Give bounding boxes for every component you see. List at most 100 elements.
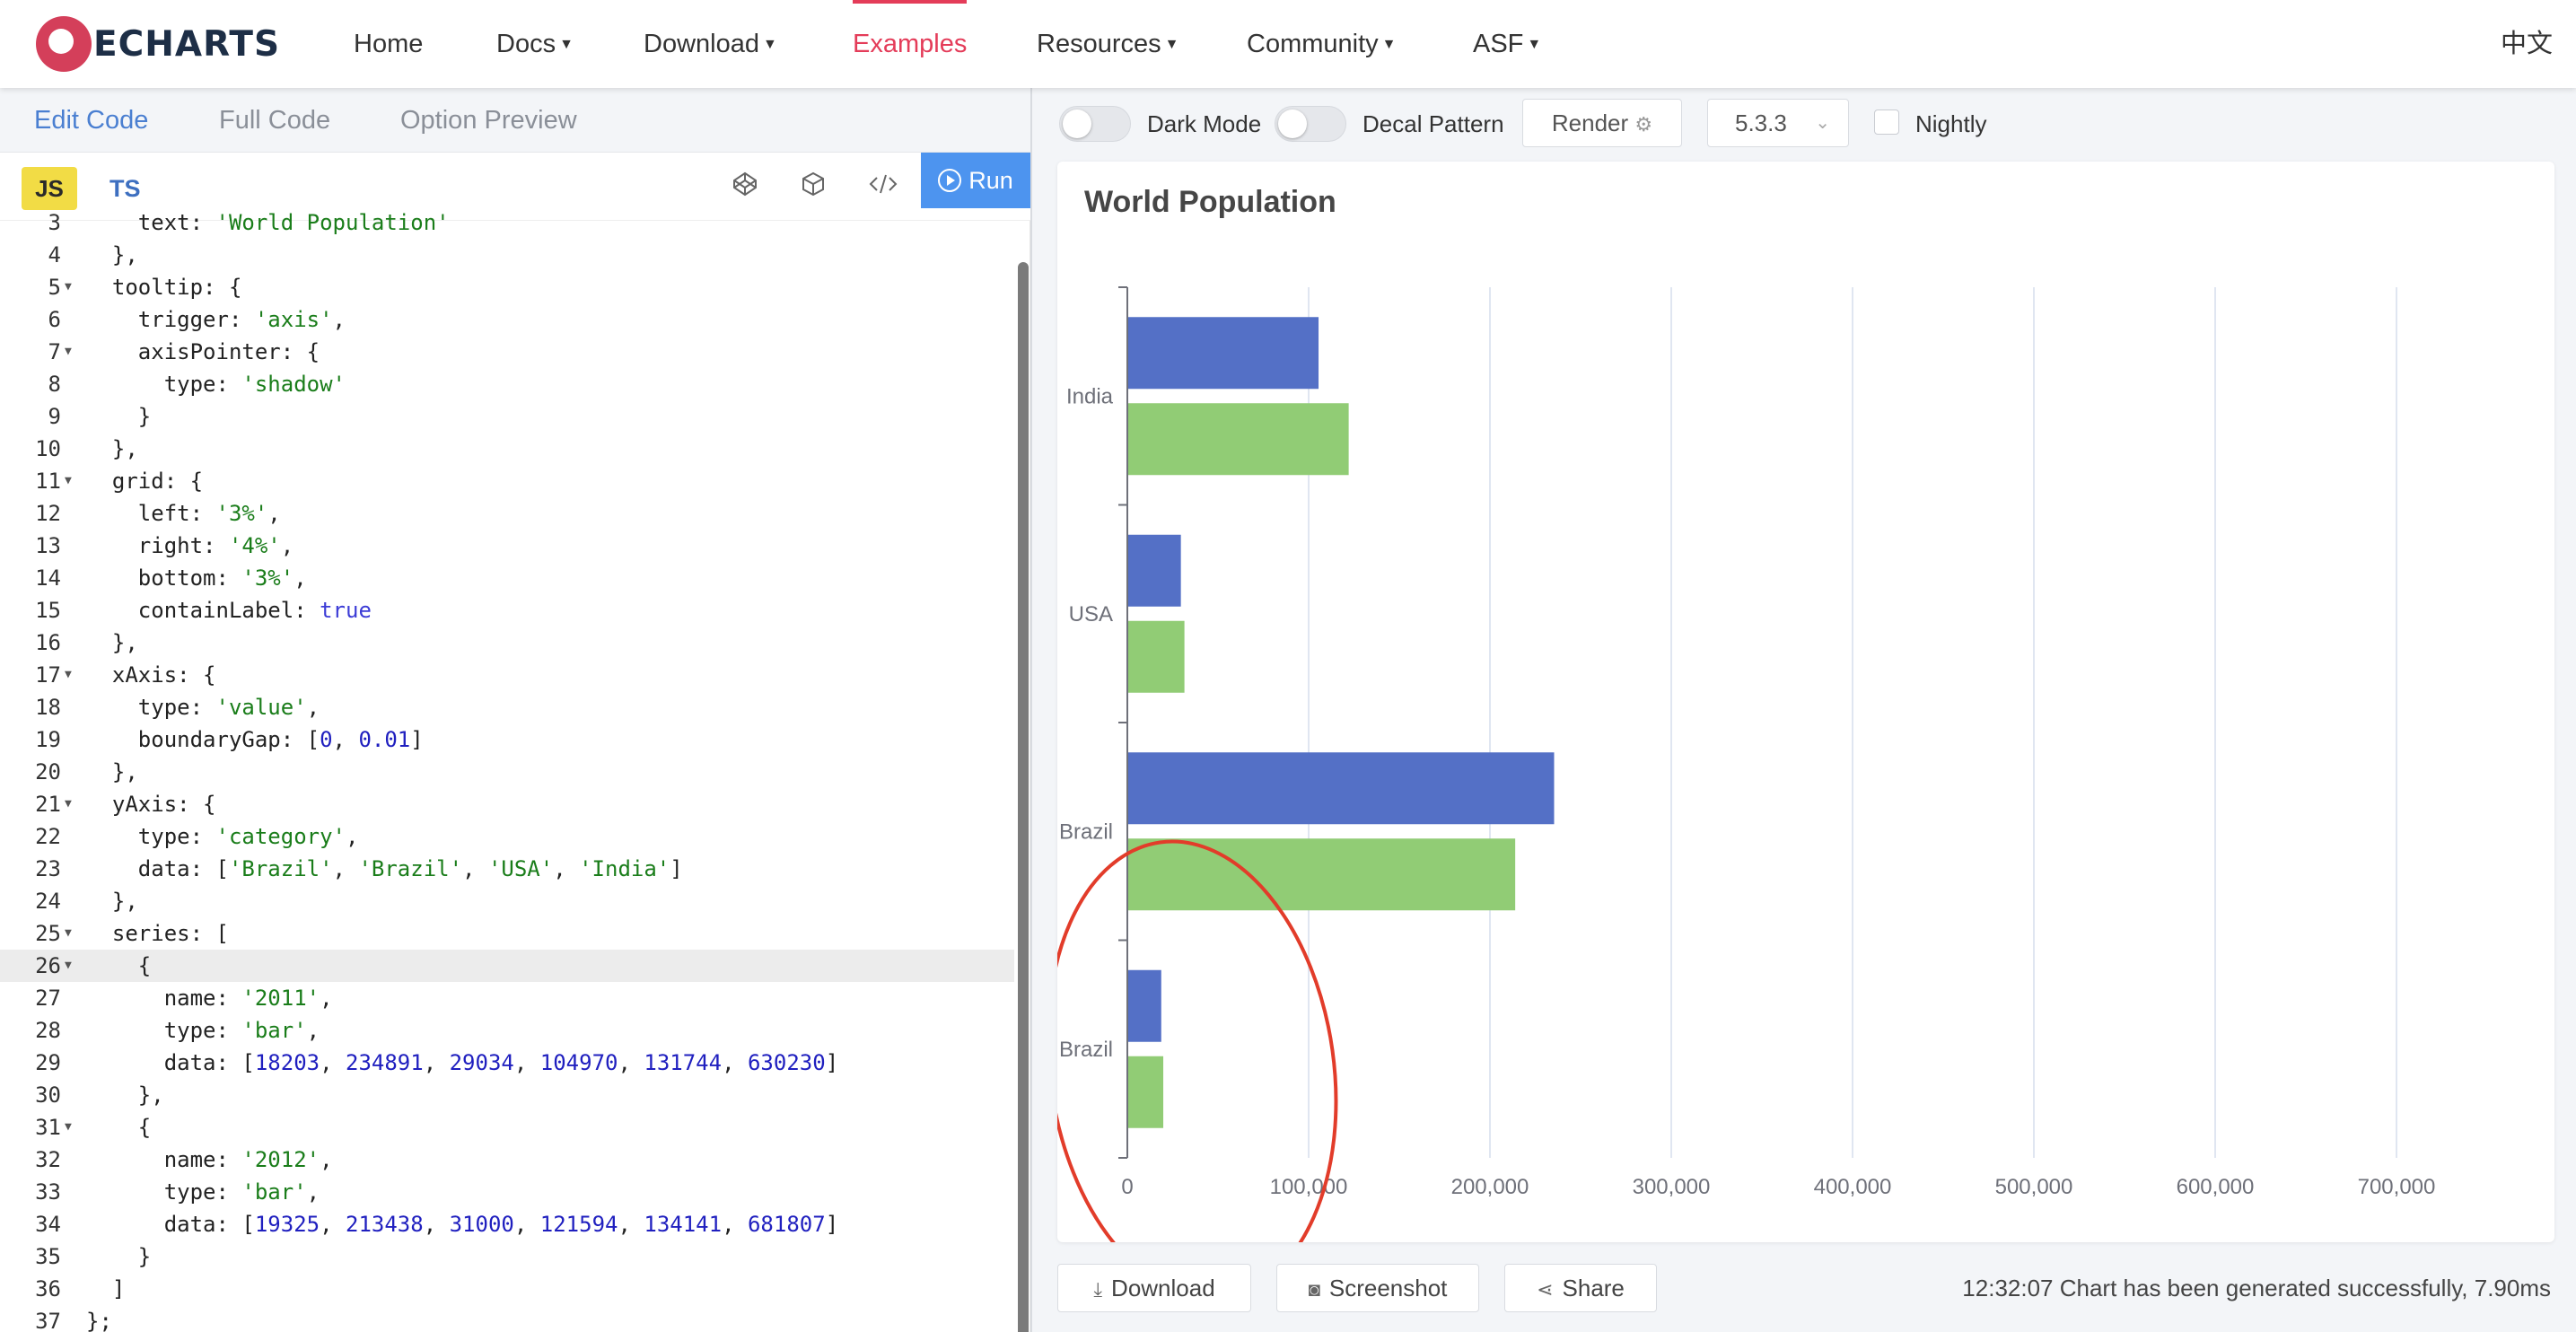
code-line[interactable]: 11 ▼ grid: { bbox=[0, 465, 1014, 497]
code-line[interactable]: 17 ▼ xAxis: { bbox=[0, 659, 1014, 691]
code-line[interactable]: 12 left: '3%', bbox=[0, 497, 1014, 530]
nightly-label: Nightly bbox=[1915, 110, 1987, 137]
code-line[interactable]: 10 }, bbox=[0, 433, 1014, 465]
run-label: Run bbox=[968, 166, 1013, 194]
fold-arrow-icon[interactable]: ▼ bbox=[65, 280, 72, 294]
fold-arrow-icon[interactable]: ▼ bbox=[65, 926, 72, 940]
code-line[interactable]: 6 trigger: 'axis', bbox=[0, 303, 1014, 336]
render-button[interactable]: Render ⚙ bbox=[1522, 99, 1682, 147]
js-language-toggle[interactable]: JS bbox=[22, 167, 77, 210]
code-line[interactable]: 26 ▼ { bbox=[0, 950, 1014, 982]
code-line[interactable]: 20 }, bbox=[0, 756, 1014, 788]
code-line[interactable]: 9 } bbox=[0, 400, 1014, 433]
screenshot-button[interactable]: ◙ Screenshot bbox=[1276, 1264, 1479, 1312]
code-token: 630230 bbox=[747, 1050, 826, 1075]
code-text: }, bbox=[86, 627, 138, 659]
code-token: , bbox=[423, 1050, 450, 1075]
tab-edit-code[interactable]: Edit Code bbox=[34, 106, 149, 135]
bar-chart[interactable]: World Population 0 100,000 200,000 300,000 4… bbox=[1057, 162, 2554, 1242]
code-line[interactable]: 13 right: '4%', bbox=[0, 530, 1014, 562]
preview-pane: Dark Mode Decal Pattern Render ⚙ 5.3.3 ⌄… bbox=[1032, 88, 2576, 1332]
ts-language-toggle[interactable]: TS bbox=[110, 175, 141, 202]
tab-option-preview[interactable]: Option Preview bbox=[400, 106, 577, 135]
code-line[interactable]: 33 type: 'bar', bbox=[0, 1176, 1014, 1208]
code-line[interactable]: 15 containLabel: true bbox=[0, 594, 1014, 627]
code-token: xAxis: { bbox=[86, 662, 216, 688]
download-button[interactable]: ⤓ Download bbox=[1057, 1264, 1251, 1312]
code-text: }, bbox=[86, 756, 138, 788]
code-line[interactable]: 25 ▼ series: [ bbox=[0, 917, 1014, 950]
echarts-logo[interactable]: ECHARTS bbox=[36, 14, 280, 74]
code-line[interactable]: 24 }, bbox=[0, 885, 1014, 917]
nav-item-docs[interactable]: Docs ▼ bbox=[496, 0, 574, 88]
code-line[interactable]: 31 ▼ { bbox=[0, 1111, 1014, 1144]
nav-item-resources[interactable]: Resources ▼ bbox=[1037, 0, 1178, 88]
code-line[interactable]: 18 type: 'value', bbox=[0, 691, 1014, 723]
nav-item-home[interactable]: Home bbox=[354, 0, 423, 88]
decal-pattern-toggle[interactable] bbox=[1275, 106, 1346, 142]
editor-scrollbar[interactable] bbox=[1018, 262, 1029, 1332]
fold-arrow-icon[interactable]: ▼ bbox=[65, 797, 72, 811]
code-line[interactable]: 23 data: ['Brazil', 'Brazil', 'USA', 'In… bbox=[0, 853, 1014, 885]
code-line[interactable]: 36 ] bbox=[0, 1273, 1014, 1305]
code-line[interactable]: 4 }, bbox=[0, 239, 1014, 271]
code-line[interactable]: 32 name: '2012', bbox=[0, 1144, 1014, 1176]
nav-item-download[interactable]: Download ▼ bbox=[644, 0, 777, 88]
codesandbox-icon[interactable] bbox=[797, 171, 829, 203]
code-token: , bbox=[306, 1179, 320, 1205]
language-switch[interactable]: 中文 bbox=[2500, 30, 2553, 58]
line-number: 22 bbox=[35, 824, 61, 849]
code-line[interactable]: 3 text: 'World Population' bbox=[0, 206, 1014, 239]
code-line[interactable]: 16 }, bbox=[0, 627, 1014, 659]
code-line[interactable]: 14 bottom: '3%', bbox=[0, 562, 1014, 594]
run-button[interactable]: Run bbox=[921, 153, 1030, 208]
code-editor[interactable]: 3 text: 'World Population' 4 }, 5 ▼ tooltip… bbox=[0, 203, 1030, 1332]
nav-item-community[interactable]: Community ▼ bbox=[1247, 0, 1397, 88]
logo-text: ECHARTS bbox=[93, 23, 281, 65]
code-line[interactable]: 28 type: 'bar', bbox=[0, 1014, 1014, 1047]
code-token: data: [ bbox=[86, 856, 229, 881]
code-line[interactable]: 7 ▼ axisPointer: { bbox=[0, 336, 1014, 368]
fold-arrow-icon[interactable]: ▼ bbox=[65, 345, 72, 358]
code-token: type: bbox=[86, 1018, 242, 1043]
code-token: }, bbox=[86, 759, 138, 784]
nav-item-examples[interactable]: Examples bbox=[853, 0, 968, 88]
code-line[interactable]: 37}; bbox=[0, 1305, 1014, 1332]
tab-full-code[interactable]: Full Code bbox=[219, 106, 331, 135]
code-token: 134141 bbox=[644, 1212, 723, 1237]
pane-divider[interactable] bbox=[1030, 88, 1032, 1332]
code-text: type: 'bar', bbox=[86, 1014, 320, 1047]
fold-arrow-icon[interactable]: ▼ bbox=[65, 1120, 72, 1134]
code-line[interactable]: 21 ▼ yAxis: { bbox=[0, 788, 1014, 820]
nav-item-asf[interactable]: ASF ▼ bbox=[1473, 0, 1541, 88]
code-line[interactable]: 22 type: 'category', bbox=[0, 820, 1014, 853]
fold-arrow-icon[interactable]: ▼ bbox=[65, 474, 72, 487]
code-line[interactable]: 5 ▼ tooltip: { bbox=[0, 271, 1014, 303]
share-button[interactable]: ⋖ Share bbox=[1504, 1264, 1657, 1312]
code-token: 'USA' bbox=[487, 856, 554, 881]
line-number: 12 bbox=[35, 501, 61, 526]
version-select[interactable]: 5.3.3 ⌄ bbox=[1707, 99, 1849, 147]
nav-item-label: Resources bbox=[1037, 30, 1161, 58]
line-number: 9 bbox=[48, 404, 61, 429]
code-line[interactable]: 35 } bbox=[0, 1240, 1014, 1273]
code-line[interactable]: 30 }, bbox=[0, 1079, 1014, 1111]
code-token: , bbox=[320, 1212, 346, 1237]
fold-arrow-icon[interactable]: ▼ bbox=[65, 668, 72, 681]
code-line[interactable]: 27 name: '2011', bbox=[0, 982, 1014, 1014]
nightly-checkbox[interactable] bbox=[1874, 110, 1899, 135]
code-token: , bbox=[320, 986, 333, 1011]
code-token: type: bbox=[86, 824, 216, 849]
dark-mode-toggle[interactable] bbox=[1059, 106, 1131, 142]
code-line[interactable]: 8 type: 'shadow' bbox=[0, 368, 1014, 400]
bar-2011 bbox=[1128, 969, 1161, 1042]
fold-arrow-icon[interactable]: ▼ bbox=[65, 959, 72, 972]
codepen-icon[interactable] bbox=[729, 171, 761, 203]
code-text: }; bbox=[86, 1305, 112, 1332]
code-line[interactable]: 19 boundaryGap: [0, 0.01] bbox=[0, 723, 1014, 756]
code-line[interactable]: 34 data: [19325, 213438, 31000, 121594, … bbox=[0, 1208, 1014, 1240]
code-line[interactable]: 29 data: [18203, 234891, 29034, 104970, … bbox=[0, 1047, 1014, 1079]
code-text: type: 'category', bbox=[86, 820, 359, 853]
editor-tabs: Edit Code Full Code Option Preview bbox=[0, 88, 1030, 153]
embed-code-icon[interactable] bbox=[867, 171, 899, 203]
